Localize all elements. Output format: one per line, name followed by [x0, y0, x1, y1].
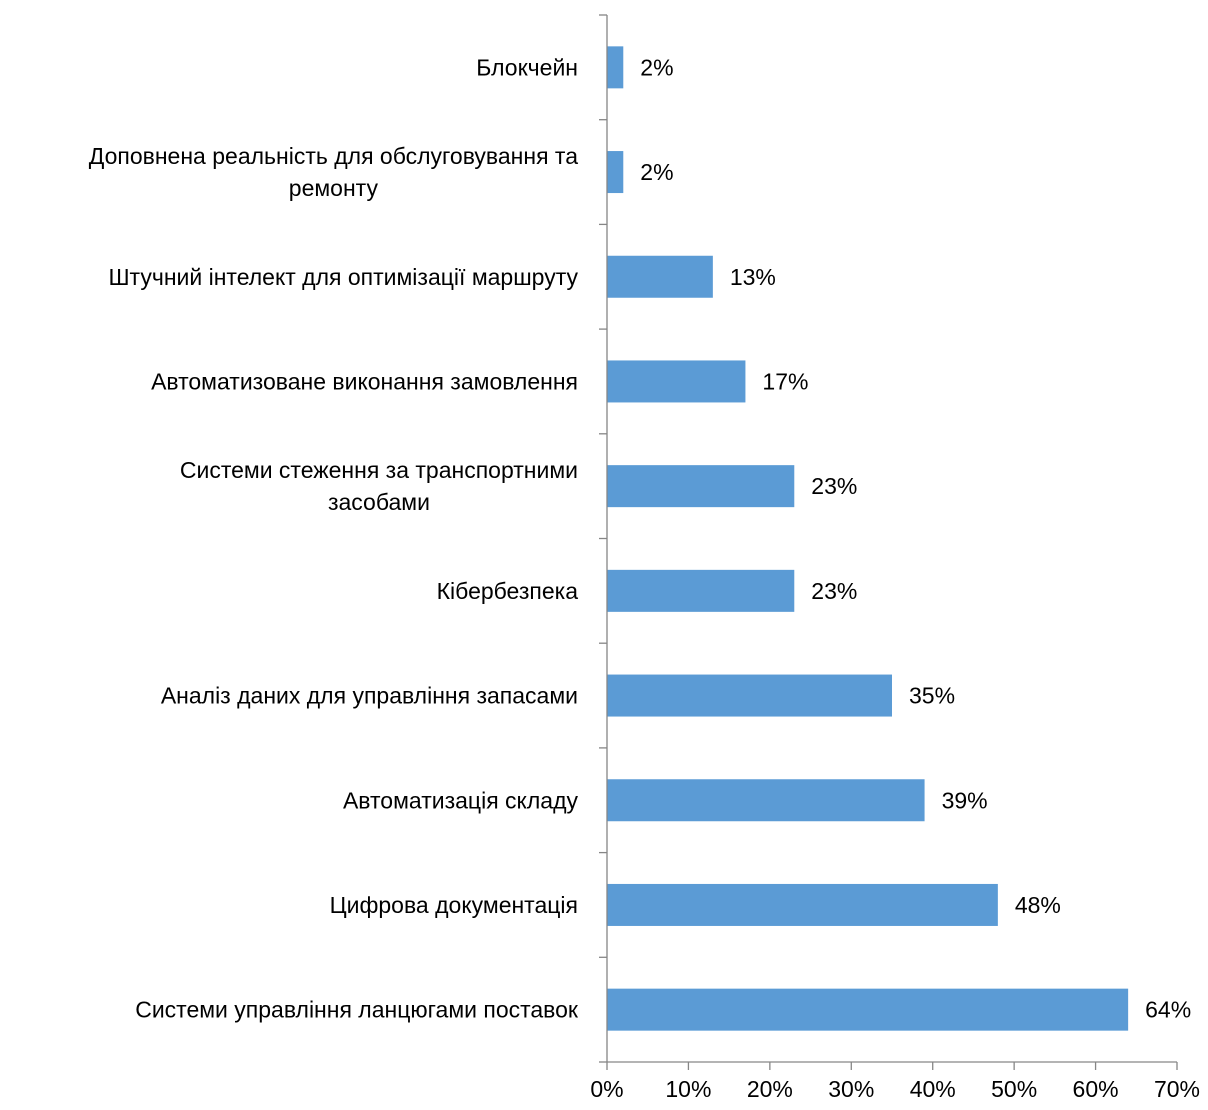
bar [607, 674, 892, 717]
category-labels-group: Блокчейн Доповнена реальність для обслуго… [89, 54, 579, 1022]
category-label: Автоматизоване виконання замовлення [151, 368, 578, 394]
x-tick-label: 10% [665, 1076, 711, 1102]
category-label: Цифрова документація [330, 892, 578, 918]
bar [607, 883, 998, 926]
value-label: 64% [1145, 997, 1191, 1023]
bar [607, 988, 1129, 1031]
category-label: ремонту [289, 175, 379, 201]
bar [607, 360, 746, 403]
bar [607, 569, 795, 612]
category-label: Системи управління ланцюгами поставок [135, 997, 579, 1023]
axes-group [599, 14, 1178, 1070]
x-tick-label: 60% [1073, 1076, 1119, 1102]
value-label: 13% [730, 264, 776, 290]
category-label: Кібербезпека [437, 578, 579, 604]
bar [607, 46, 624, 89]
value-label: 2% [640, 54, 673, 80]
x-tick-label: 40% [910, 1076, 956, 1102]
value-label: 35% [909, 683, 955, 709]
x-tick-label: 0% [590, 1076, 623, 1102]
category-label: засобами [328, 489, 430, 515]
value-label: 2% [640, 159, 673, 185]
value-label: 23% [811, 473, 857, 499]
x-tick-label: 30% [828, 1076, 874, 1102]
category-label: Автоматизація складу [343, 787, 579, 813]
bar [607, 151, 624, 194]
value-label: 23% [811, 578, 857, 604]
category-label: Аналіз даних для управління запасами [161, 683, 578, 709]
value-label: 39% [942, 787, 988, 813]
bar [607, 779, 925, 822]
category-label: Блокчейн [476, 54, 578, 80]
x-tick-label: 20% [747, 1076, 793, 1102]
bar [607, 465, 795, 508]
value-label: 48% [1015, 892, 1061, 918]
category-label: Штучний інтелект для оптимізації маршрут… [108, 264, 578, 290]
bar [607, 255, 713, 298]
value-label: 17% [762, 368, 808, 394]
value-labels-group: 2% 2% 13% 17% 23% 23% 35% 39% 48% 64% [640, 54, 1191, 1022]
x-tick-label: 70% [1154, 1076, 1200, 1102]
category-label: Доповнена реальність для обслуговування … [89, 143, 578, 169]
bars-group [607, 46, 1129, 1031]
category-label: Системи стеження за транспортними [180, 457, 578, 483]
x-tick-labels-group: 0% 10% 20% 30% 40% 50% 60% 70% [590, 1076, 1200, 1102]
x-tick-label: 50% [991, 1076, 1037, 1102]
